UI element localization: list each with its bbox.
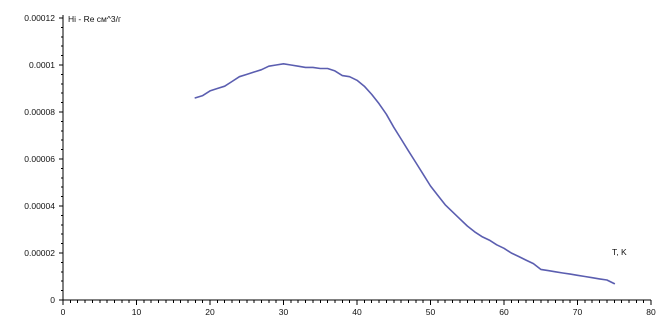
x-axis-label: T, K <box>612 247 627 257</box>
y-tick-label: 0.00012 <box>24 13 55 23</box>
x-tick-label: 20 <box>205 307 215 317</box>
series-line <box>194 62 616 285</box>
x-axis: 0 10 20 30 40 50 60 70 80 <box>61 299 656 317</box>
x-tick-label: 30 <box>279 307 289 317</box>
y-tick-label: 0.0001 <box>29 60 55 70</box>
x-tick-label: 40 <box>352 307 362 317</box>
y-axis-label: Hi - Re см^3/г <box>68 14 121 24</box>
x-tick-label: 0 <box>61 307 66 317</box>
x-tick-label: 10 <box>132 307 142 317</box>
plot-area <box>194 62 616 285</box>
y-tick-label: 0.00008 <box>24 107 55 117</box>
y-axis: 0 0.00002 0.00004 0.00006 0.00008 0.0001 0.000… <box>24 13 64 305</box>
x-tick-label: 80 <box>646 307 656 317</box>
x-tick-label: 50 <box>426 307 436 317</box>
y-tick-label: 0 <box>50 295 55 305</box>
x-tick-label: 60 <box>499 307 509 317</box>
x-tick-label: 70 <box>573 307 583 317</box>
y-tick-label: 0.00004 <box>24 201 55 211</box>
y-tick-label: 0.00006 <box>24 154 55 164</box>
y-tick-label: 0.00002 <box>24 248 55 258</box>
